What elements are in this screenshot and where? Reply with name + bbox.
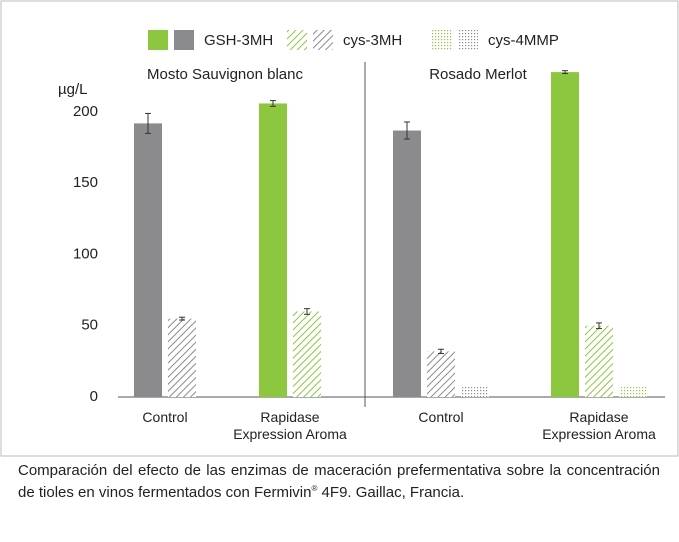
y-tick-label: 100 — [73, 245, 98, 262]
bar — [168, 318, 196, 397]
x-tick-label: Control — [142, 409, 188, 425]
y-tick-label: 200 — [73, 103, 98, 120]
bar — [293, 311, 321, 397]
bar — [427, 351, 455, 397]
x-tick-label: Control — [418, 409, 464, 425]
error-bar — [145, 112, 151, 134]
legend-label: cys-4MMP — [488, 32, 559, 49]
caption-text: 4F9. Gaillac, Francia. — [317, 484, 465, 501]
x-tick-label: Rapidase Expression Aroma — [233, 409, 347, 442]
y-tick-label: 50 — [81, 317, 98, 334]
bar — [585, 325, 613, 397]
y-tick-label: 150 — [73, 174, 98, 191]
error-bar — [438, 348, 444, 355]
error-bar — [562, 70, 568, 75]
x-tick-label: Rapidase Expression Aroma — [542, 409, 656, 442]
bar — [134, 123, 162, 398]
y-axis-label: µg/L — [58, 81, 88, 98]
caption-mark: ® — [311, 484, 318, 493]
bar — [259, 103, 287, 397]
y-tick-label: 0 — [90, 388, 98, 405]
bar — [393, 130, 421, 397]
error-bar — [304, 308, 310, 315]
error-bar — [404, 121, 410, 140]
legend-swatch — [287, 30, 307, 50]
legend-label: GSH-3MH — [204, 32, 273, 49]
legend-swatch — [148, 30, 168, 50]
error-bar — [596, 322, 602, 330]
panel-title: Mosto Sauvignon blanc — [147, 66, 303, 83]
legend-swatch — [313, 30, 333, 50]
caption-text: Comparación del efecto de las enzimas de… — [18, 462, 660, 501]
bar — [461, 387, 489, 397]
legend-swatch — [432, 30, 452, 50]
frame — [0, 0, 679, 457]
bar — [619, 387, 647, 397]
legend-swatch — [458, 30, 478, 50]
panel-title: Rosado Merlot — [429, 66, 527, 83]
bar — [551, 72, 579, 397]
error-bar — [179, 316, 185, 321]
legend-label: cys-3MH — [343, 32, 402, 49]
error-bar — [270, 100, 276, 107]
caption: Comparación del efecto de las enzimas de… — [18, 462, 660, 502]
legend-swatch — [174, 30, 194, 50]
